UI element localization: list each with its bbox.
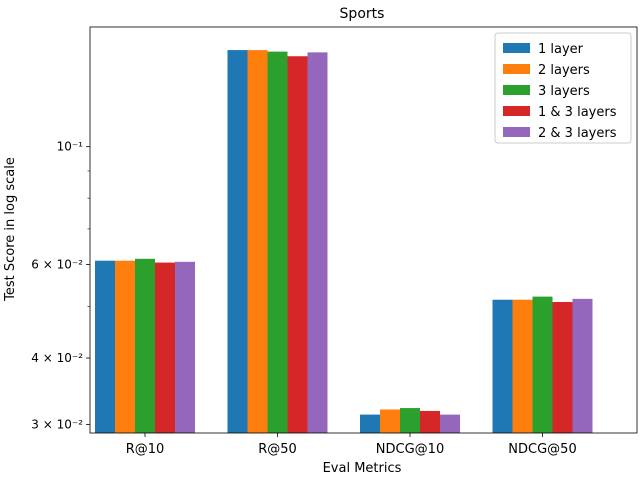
legend-swatch [503,85,530,95]
legend-swatch [503,64,530,74]
bar-3-layers-ndcg-50 [532,296,553,433]
bar-2-layers-r-50 [247,50,268,434]
bar-3-layers-ndcg-10 [400,408,420,433]
bar-2-3-layers-r-10 [175,261,195,433]
y-tick-label: 3 × 10⁻² [31,417,83,431]
legend: 1 layer 2 layers 3 layers 1 & 3 layers 2 & 3… [494,32,632,144]
legend-swatch [503,106,530,116]
bar-1-layer-ndcg-50 [492,299,513,433]
legend-label: 1 & 3 layers [538,105,617,120]
legend-label: 1 layer [538,42,584,57]
bar-2-3-layers-r-50 [307,52,328,433]
bar-1-3-layers-ndcg-10 [420,410,440,433]
bar-1-layer-ndcg-10 [360,414,380,433]
bar-2-layers-r-10 [115,260,135,433]
chart-title: Sports [340,6,385,22]
x-axis: R@10 R@50 NDCG@10 NDCG@50 [126,433,577,457]
y-tick-label: 10⁻¹ [57,140,84,154]
x-axis-label: Eval Metrics [323,461,402,476]
bar-3-layers-r-50 [267,51,288,434]
bar-1-3-layers-ndcg-50 [552,301,573,433]
bar-1-3-layers-r-10 [155,262,175,433]
bar-1-layer-r-50 [227,50,248,434]
bar-3-layers-r-10 [135,258,155,433]
plot-area [89,26,638,434]
bar-1-3-layers-r-50 [287,56,308,434]
bar-2-layers-ndcg-50 [512,299,533,433]
legend-label: 2 layers [538,63,590,78]
legend-swatch [503,127,530,137]
bar-2-3-layers-ndcg-10 [440,414,460,433]
x-tick-label: R@50 [258,442,297,457]
legend-label: 3 layers [538,84,590,99]
bar-2-3-layers-ndcg-50 [572,298,593,433]
y-axis: 3 × 10⁻² 4 × 10⁻² 6 × 10⁻² 10⁻¹ [31,140,90,431]
plot-frame [89,26,638,434]
legend-swatch [503,43,530,53]
legend-label: 2 & 3 layers [538,126,617,141]
bar-1-layer-r-10 [95,260,115,433]
y-tick-label: 6 × 10⁻² [31,257,83,271]
bar-2-layers-ndcg-10 [380,409,400,433]
x-tick-label: NDCG@50 [508,442,576,457]
y-tick-label: 4 × 10⁻² [31,351,83,365]
y-axis-label: Test Score in log scale [3,157,18,302]
x-tick-label: NDCG@10 [376,442,444,457]
x-tick-label: R@10 [126,442,165,457]
